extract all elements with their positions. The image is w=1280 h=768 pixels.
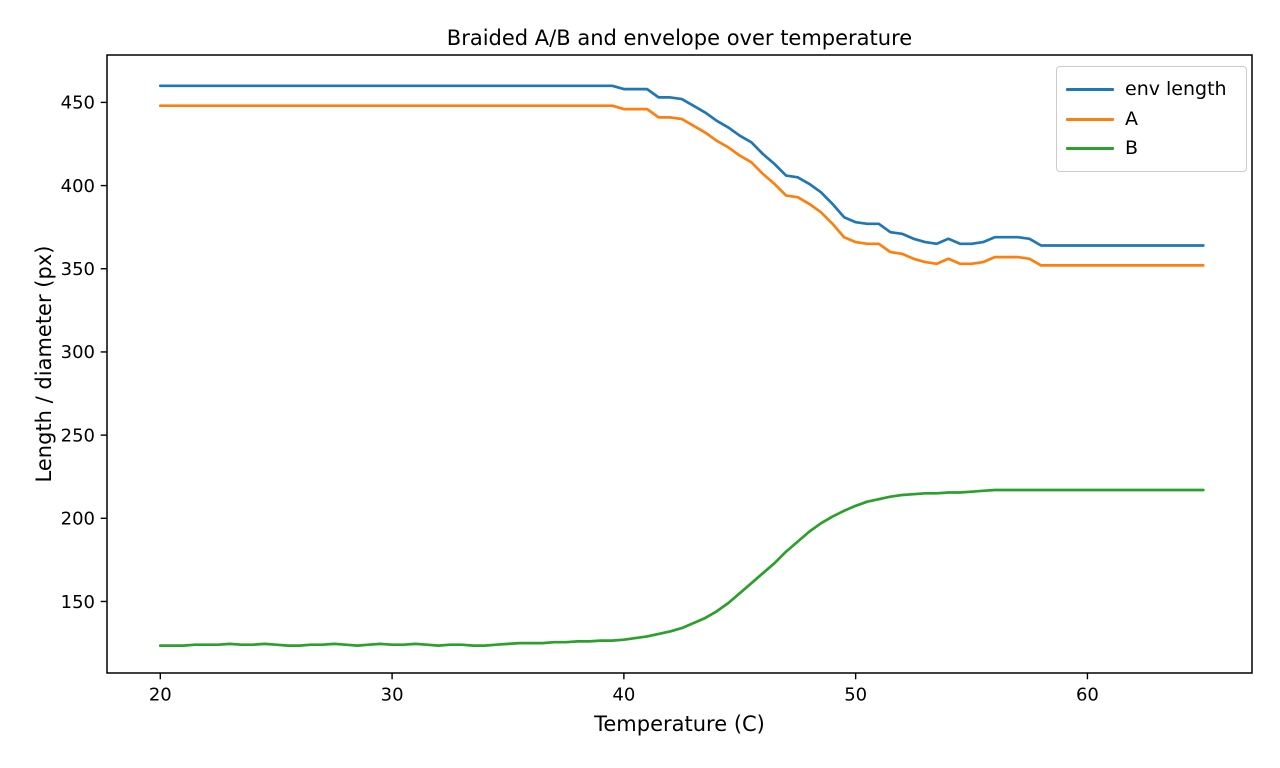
y-axis-tick-label: 300 <box>61 342 95 363</box>
y-axis-tick-label: 150 <box>61 592 95 613</box>
legend-line-sample-a <box>1066 117 1114 121</box>
legend-line-sample-env-length <box>1066 88 1114 92</box>
y-axis-tick-label: 250 <box>61 425 95 446</box>
legend-item-a: A <box>1066 107 1237 130</box>
legend-item-b: B <box>1066 136 1237 159</box>
series-line-a <box>158 104 1205 267</box>
legend-label-env-length: env length <box>1125 78 1227 101</box>
chart-title: Braided A/B and envelope over temperatur… <box>446 26 913 50</box>
y-axis-tick-label: 400 <box>61 176 95 197</box>
legend-label-a: A <box>1125 107 1138 130</box>
x-axis-tick-label: 40 <box>612 684 635 705</box>
x-axis-label: Temperature (C) <box>594 712 765 736</box>
series-line-env-length <box>158 84 1205 247</box>
legend-item-env-length: env length <box>1066 80 1237 99</box>
legend-label-b: B <box>1125 136 1139 159</box>
x-axis-tick-label: 50 <box>844 684 867 705</box>
y-axis-label: Length / diameter (px) <box>32 245 56 483</box>
y-axis-tick-label: 450 <box>61 93 95 114</box>
y-axis-tick-label: 200 <box>61 509 95 530</box>
x-axis-tick-label: 60 <box>1076 684 1099 705</box>
x-axis-tick-label: 20 <box>149 684 172 705</box>
x-axis-tick-label: 30 <box>381 684 404 705</box>
legend: env length A B <box>1056 66 1247 172</box>
legend-line-sample-b <box>1066 146 1114 150</box>
series-line-b <box>158 488 1205 647</box>
plot-frame <box>106 54 1253 674</box>
y-axis-tick-label: 350 <box>61 259 95 280</box>
